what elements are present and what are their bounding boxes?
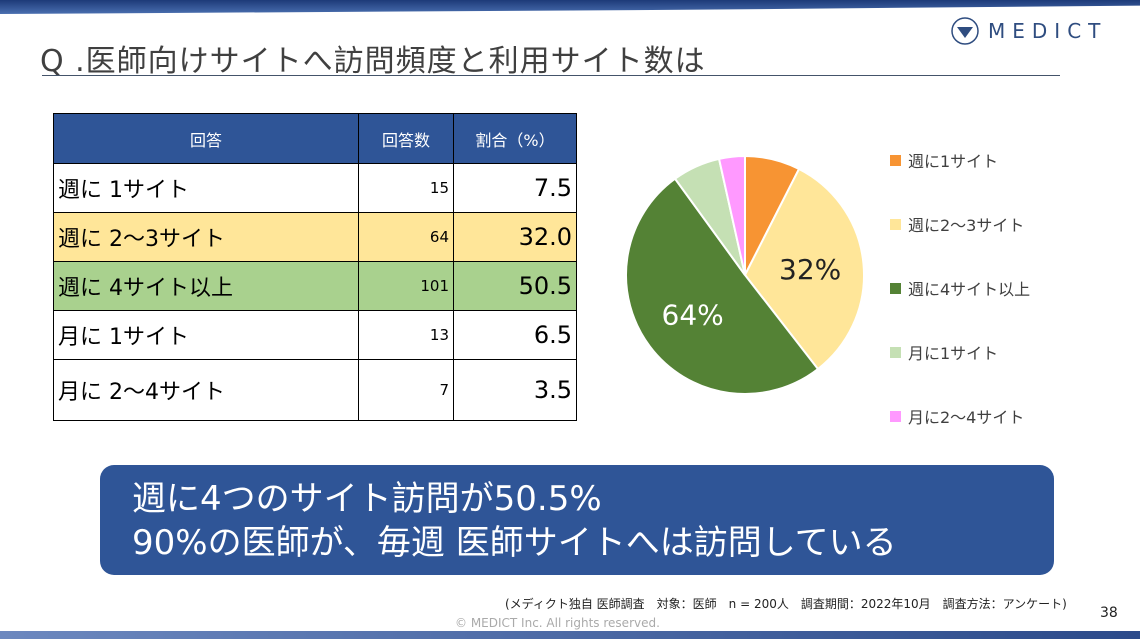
legend-item: 月に2～4サイト bbox=[890, 384, 1030, 448]
legend-label: 月に1サイト bbox=[908, 344, 999, 363]
header-count: 回答数 bbox=[358, 113, 454, 164]
cell-percent: 32.0 bbox=[453, 212, 577, 262]
cell-answer: 月に 2～4サイト bbox=[53, 359, 359, 421]
legend-swatch bbox=[890, 410, 901, 422]
callout-line: 90%の医師が、毎週 医師サイトへは訪問している bbox=[132, 523, 897, 563]
cell-percent: 50.5 bbox=[453, 261, 577, 311]
table-row: 週に 2～3サイト 64 32.0 bbox=[53, 212, 577, 262]
pie-slice bbox=[625, 177, 820, 395]
legend-swatch bbox=[890, 346, 901, 358]
copyright: © MEDICT Inc. All rights reserved. bbox=[455, 616, 660, 630]
pie-chart: 32% 64% bbox=[625, 154, 865, 395]
table-row: 月に 2～4サイト 7 3.5 bbox=[53, 359, 577, 421]
cell-answer: 週に 2～3サイト bbox=[53, 212, 359, 262]
header-answer: 回答 bbox=[53, 113, 359, 164]
top-band bbox=[0, 0, 1140, 14]
callout-box: 週に4つのサイト訪問が50.5% 90%の医師が、毎週 医師サイトへは訪問してい… bbox=[100, 465, 1054, 575]
legend-label: 週に1サイト bbox=[908, 152, 999, 171]
logo: MEDICT bbox=[950, 16, 1107, 46]
cell-percent: 7.5 bbox=[453, 163, 577, 213]
legend-swatch bbox=[890, 218, 901, 230]
legend-swatch bbox=[890, 154, 901, 166]
pie-slice bbox=[717, 154, 746, 276]
table-row: 週に 4サイト以上 101 50.5 bbox=[53, 261, 577, 311]
page-title: Q .医師向けサイトへ訪問頻度と利用サイト数は bbox=[40, 44, 706, 79]
cell-count: 7 bbox=[358, 359, 454, 421]
survey-note: (メディクト独自 医師調査 対象：医師 n = 200人 調査期間：2022年1… bbox=[505, 597, 1067, 611]
cell-count: 101 bbox=[358, 261, 454, 311]
results-table: 回答 回答数 割合（%） 週に 1サイト 15 7.5 週に 2～3サイト 64 32.0 … bbox=[53, 113, 577, 421]
legend-item: 週に1サイト bbox=[890, 128, 1030, 192]
title-rule bbox=[42, 75, 1060, 76]
pie-slice bbox=[743, 167, 865, 371]
data-label: 64% bbox=[662, 298, 724, 331]
cell-count: 64 bbox=[358, 212, 454, 262]
cell-answer: 週に 4サイト以上 bbox=[53, 261, 359, 311]
table-row: 月に 1サイト 13 6.5 bbox=[53, 310, 577, 360]
logo-icon bbox=[951, 17, 979, 45]
legend-swatch bbox=[890, 282, 901, 294]
data-label: 32% bbox=[779, 253, 841, 286]
legend-label: 週に2～3サイト bbox=[908, 216, 1025, 235]
legend-item: 週に2～3サイト bbox=[890, 192, 1030, 256]
cell-answer: 週に 1サイト bbox=[53, 163, 359, 213]
legend-label: 週に4サイト以上 bbox=[908, 280, 1031, 299]
logo-text: MEDICT bbox=[988, 19, 1108, 43]
cell-count: 13 bbox=[358, 310, 454, 360]
page-number: 38 bbox=[1100, 605, 1118, 621]
header-percent: 割合（%） bbox=[453, 113, 577, 164]
cell-percent: 3.5 bbox=[453, 359, 577, 421]
legend: 週に1サイト週に2～3サイト 週に4サイト以上 月に1サイト月に2～4サイト bbox=[890, 128, 1030, 448]
cell-count: 15 bbox=[358, 163, 454, 213]
legend-label: 月に2～4サイト bbox=[908, 408, 1025, 427]
legend-item: 月に1サイト bbox=[890, 320, 1030, 384]
bottom-band bbox=[0, 631, 1140, 639]
cell-answer: 月に 1サイト bbox=[53, 310, 359, 360]
legend-item: 週に4サイト以上 bbox=[890, 256, 1030, 320]
cell-percent: 6.5 bbox=[453, 310, 577, 360]
table-row: 週に 1サイト 15 7.5 bbox=[53, 163, 577, 213]
callout-line: 週に4つのサイト訪問が50.5% bbox=[132, 479, 602, 519]
